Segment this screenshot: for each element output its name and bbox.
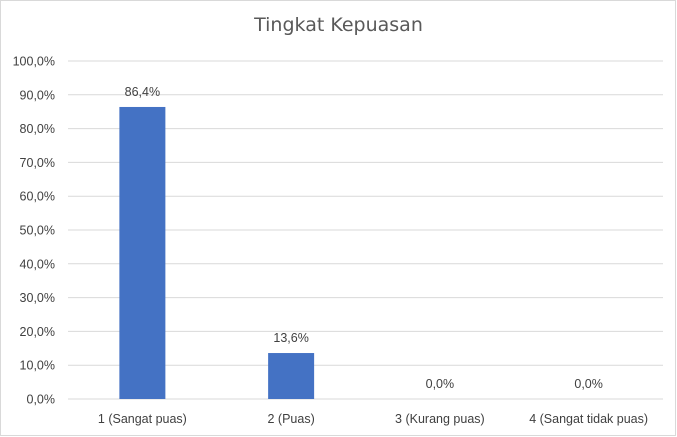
data-label: 86,4% [125, 85, 160, 99]
x-tick-label: 1 (Sangat puas) [98, 412, 187, 426]
y-tick-label: 10,0% [20, 359, 55, 373]
data-label: 0,0% [426, 377, 455, 391]
y-tick-label: 70,0% [20, 156, 55, 170]
bar [119, 106, 166, 399]
y-tick-label: 90,0% [20, 88, 55, 102]
y-tick-label: 20,0% [20, 325, 55, 339]
x-tick-label: 3 (Kurang puas) [395, 412, 485, 426]
x-tick-label: 2 (Puas) [268, 412, 315, 426]
chart-title: Tingkat Kepuasan [254, 14, 423, 36]
y-tick-label: 100,0% [13, 55, 55, 69]
data-label: 0,0% [574, 377, 603, 391]
y-tick-label: 0,0% [27, 393, 56, 407]
y-tick-label: 40,0% [20, 257, 55, 271]
y-tick-label: 60,0% [20, 190, 55, 204]
data-label: 13,6% [273, 331, 308, 345]
y-tick-label: 80,0% [20, 122, 55, 136]
y-tick-label: 30,0% [20, 291, 55, 305]
x-tick-label: 4 (Sangat tidak puas) [529, 412, 648, 426]
bar [268, 353, 315, 399]
y-tick-label: 50,0% [20, 224, 55, 238]
